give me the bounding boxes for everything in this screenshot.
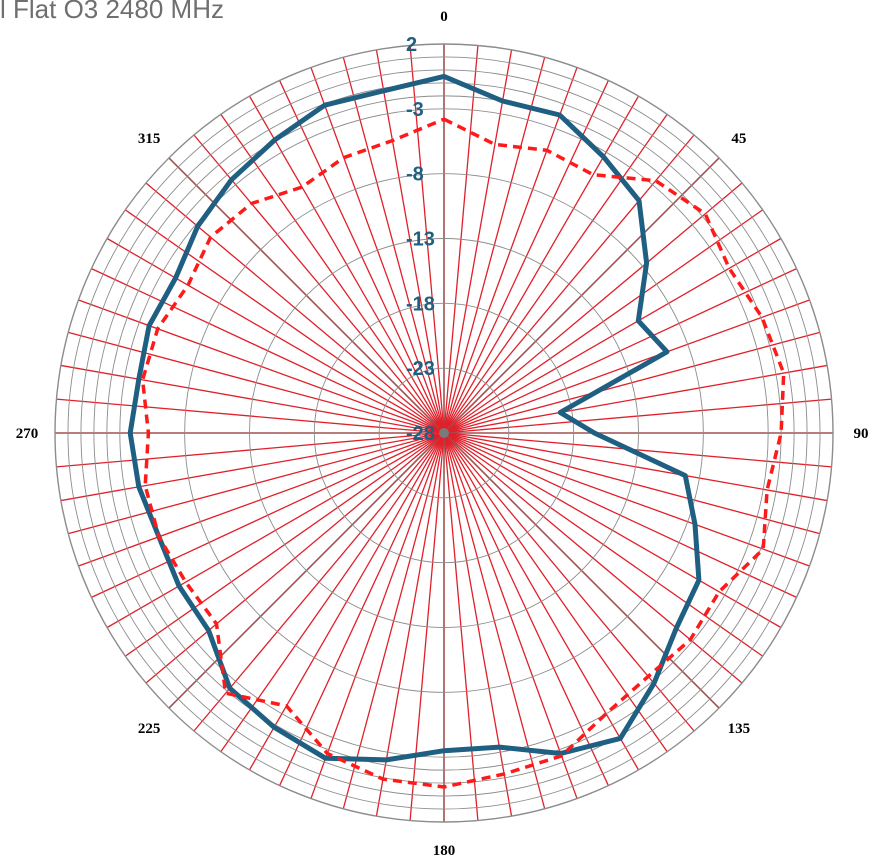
angle-tick-label: 180	[433, 843, 456, 859]
radial-tick-label: -8	[406, 164, 424, 186]
grid-ring	[54, 43, 834, 823]
angle-tick-label: 135	[728, 721, 751, 737]
grid-ring	[184, 173, 704, 693]
radial-tick-label: 2	[406, 34, 417, 56]
angle-tick-label: 315	[138, 131, 161, 147]
grid-ring	[119, 108, 769, 758]
grid-ring	[249, 238, 639, 628]
series-solid-line	[127, 73, 702, 763]
angle-tick-label: 225	[138, 721, 161, 737]
radial-tick-label: -13	[406, 229, 435, 251]
series-dashed-line	[140, 117, 786, 789]
grid-ring	[93, 82, 795, 784]
radial-tick-label: -18	[406, 293, 435, 315]
angle-tick-label: 45	[731, 131, 746, 147]
radial-tick-label: -3	[406, 99, 424, 121]
angle-tick-label: 270	[16, 426, 39, 442]
grid-ring	[80, 69, 808, 797]
radial-tick-label: -23	[406, 358, 435, 380]
grid-ring	[67, 56, 821, 810]
grid-ring	[106, 95, 782, 771]
angle-tick-label: 90	[854, 426, 869, 442]
radial-tick-label: -28	[406, 423, 435, 445]
angle-tick-label: 0	[440, 9, 448, 25]
chart-title: l Flat O3 2480 MHz	[0, 0, 224, 24]
grid-ring	[378, 367, 510, 499]
center-point	[439, 428, 449, 438]
grid-ring	[313, 302, 575, 564]
